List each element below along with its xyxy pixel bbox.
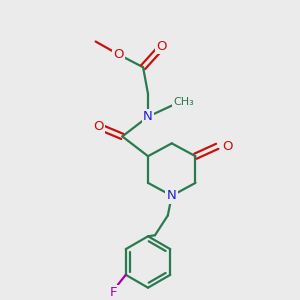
Text: O: O — [93, 120, 104, 133]
Text: N: N — [167, 189, 177, 202]
Text: O: O — [157, 40, 167, 53]
Text: CH₃: CH₃ — [173, 97, 194, 107]
Text: F: F — [110, 286, 118, 299]
Text: O: O — [222, 140, 232, 153]
Text: N: N — [143, 110, 153, 123]
Text: O: O — [113, 48, 124, 61]
